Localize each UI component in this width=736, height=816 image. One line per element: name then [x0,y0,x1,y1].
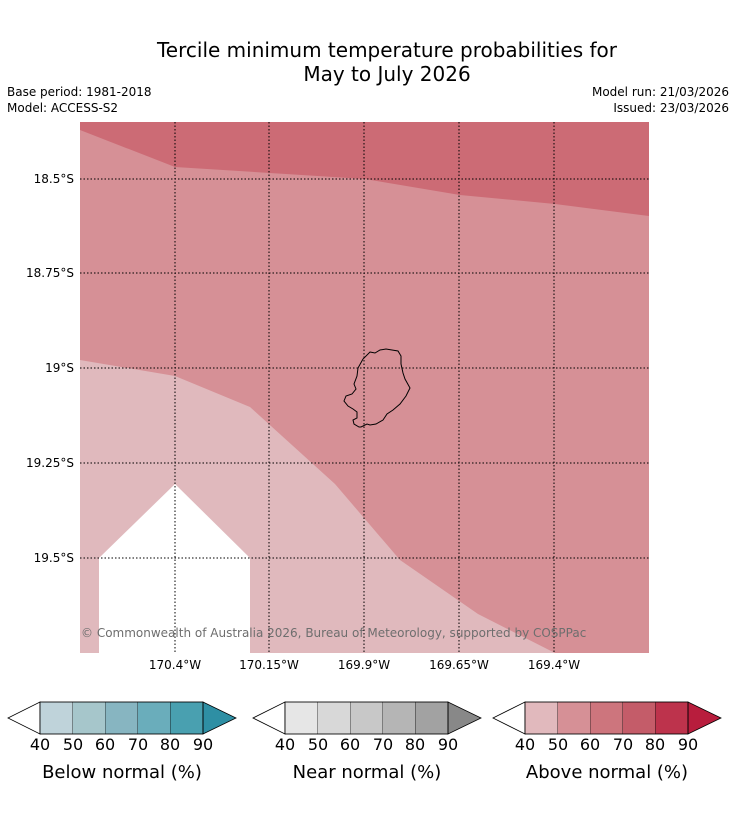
tick-above-90: 90 [677,735,699,754]
colorbar-below-svg [7,701,237,735]
colorbar-near-segment-80 [415,701,449,735]
colorbar-below-label: Below normal (%) [42,762,202,783]
base-period: Base period: 1981-2018 [7,85,152,99]
colorbar-near-outline [284,701,449,735]
colorbar-above-outline [524,701,689,735]
tick-below-90: 90 [192,735,214,754]
tick-near-60: 60 [339,735,361,754]
colorbar-near-segment-40 [284,701,318,735]
lat-label-1: 18.5°S [33,172,74,186]
tick-below-60: 60 [94,735,116,754]
tick-above-70: 70 [612,735,634,754]
colorbar-above-left-extension [492,701,526,735]
island-outline [343,348,411,428]
colorbar-below [7,701,237,735]
colorbar-near [252,701,482,735]
title-line-2: May to July 2026 [303,62,471,86]
colorbar-below-outline [39,701,204,735]
gridlines [80,122,649,653]
tick-above-50: 50 [547,735,569,754]
colorbar-below-segment-40 [39,701,73,735]
colorbar-below-segment-70 [137,701,171,735]
tick-above-40: 40 [514,735,536,754]
colorbar-near-svg [252,701,482,735]
colorbar-below-segment-50 [72,701,106,735]
chart-title: Tercile minimum temperature probabilitie… [0,38,736,86]
meta-left: Base period: 1981-2018 Model: ACCESS-S2 [7,84,152,116]
colorbar-below-left-extension [7,701,41,735]
colorbar-above-label: Above normal (%) [525,762,689,783]
lat-label-3: 19°S [45,361,74,375]
colorbar-above-segment-60 [590,701,623,735]
tick-near-40: 40 [274,735,296,754]
tick-below-50: 50 [62,735,84,754]
colorbar-below-segment-80 [170,701,204,735]
issued-date: Issued: 23/03/2026 [613,101,729,115]
colorbar-above-segment-70 [622,701,656,735]
tick-below-70: 70 [127,735,149,754]
colorbar-above-segment-80 [655,701,689,735]
colorbar-near-left-extension [252,701,286,735]
colorbar-above-segment-40 [524,701,558,735]
lon-label-4: 169.65°W [429,658,489,672]
colorbar-near-segment-70 [382,701,416,735]
lon-label-5: 169.4°W [527,658,581,672]
title-line-1: Tercile minimum temperature probabilitie… [156,38,618,62]
colorbar-near-right-extension [447,701,482,735]
lon-label-2: 170.15°W [239,658,299,672]
lat-label-2: 18.75°S [26,266,74,280]
tick-near-80: 80 [404,735,426,754]
lat-label-5: 19.5°S [33,551,74,565]
copyright-notice: © Commonwealth of Australia 2026, Bureau… [81,626,587,640]
region-below-threshold [99,484,250,653]
colorbar-above-right-extension [687,701,722,735]
lat-label-4: 19.25°S [26,456,74,470]
map-panel [80,122,649,653]
colorbar-near-segment-50 [317,701,351,735]
colorbar-near-label: Near normal (%) [292,762,442,783]
colorbar-above-svg [492,701,722,735]
colorbar-below-segment-60 [105,701,138,735]
tick-below-40: 40 [29,735,51,754]
tick-near-70: 70 [372,735,394,754]
tick-below-80: 80 [159,735,181,754]
tick-near-90: 90 [437,735,459,754]
tick-above-60: 60 [579,735,601,754]
colorbar-below-right-extension [202,701,237,735]
model-run: Model run: 21/03/2026 [591,85,729,99]
model-name: Model: ACCESS-S2 [7,101,119,115]
tick-above-80: 80 [644,735,666,754]
lon-label-3: 169.9°W [337,658,391,672]
meta-right: Model run: 21/03/2026 Issued: 23/03/2026 [592,84,729,116]
map-svg [80,122,649,653]
colorbar-near-segment-60 [350,701,383,735]
lon-label-1: 170.4°W [148,658,202,672]
colorbar-above-segment-50 [557,701,591,735]
tick-near-50: 50 [307,735,329,754]
colorbar-above [492,701,722,735]
